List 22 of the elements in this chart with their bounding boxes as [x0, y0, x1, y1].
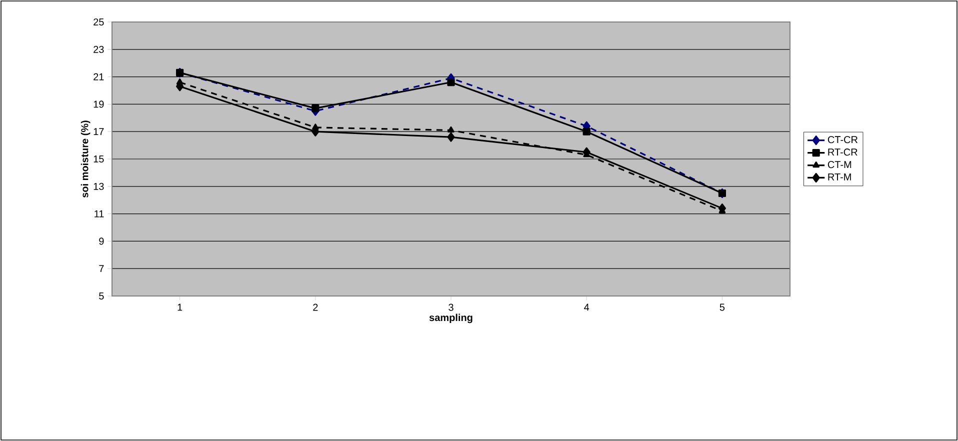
legend-label: CT-M [828, 161, 852, 168]
legend-label: RT-M [828, 174, 851, 180]
y-tick-label: 13 [94, 182, 104, 190]
y-tick-label: 9 [99, 238, 104, 245]
legend-label: CT-CR [828, 136, 858, 144]
x-tick-label: 3 [448, 304, 454, 311]
y-tick-label: 23 [94, 46, 104, 53]
x-axis-title: sampling [429, 314, 472, 324]
y-tick-label: 7 [99, 265, 104, 272]
y-tick-label: 15 [94, 155, 104, 162]
y-tick-label: 5 [99, 292, 104, 300]
y-tick-label: 17 [94, 128, 104, 136]
x-tick-label: 5 [720, 304, 725, 311]
x-tick-label: 1 [178, 304, 182, 311]
y-tick-label: 19 [94, 100, 104, 108]
y-tick-label: 25 [94, 18, 104, 26]
y-axis-title: soi moisture (%) [80, 120, 90, 198]
legend-label: RT-CR [828, 148, 858, 156]
y-tick-label: 21 [94, 73, 104, 80]
x-tick-label: 2 [313, 304, 318, 311]
y-tick-label: 11 [94, 210, 104, 218]
x-tick-label: 4 [584, 304, 590, 311]
